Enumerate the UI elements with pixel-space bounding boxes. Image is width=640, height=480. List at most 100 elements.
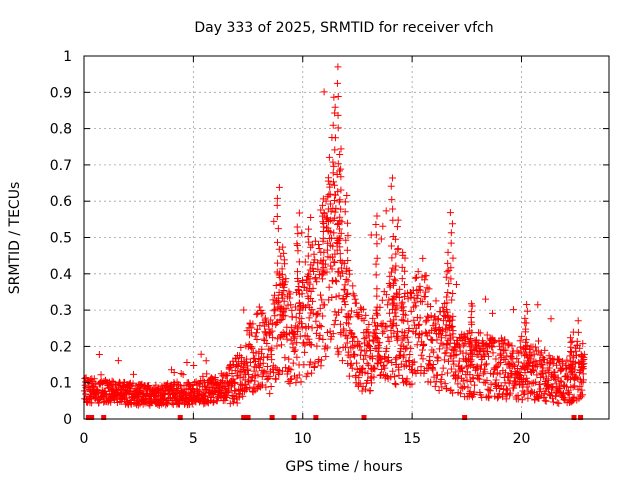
peak-point — [323, 246, 331, 254]
data-point — [504, 339, 512, 347]
data-point — [281, 354, 289, 362]
data-point — [323, 344, 331, 352]
data-point — [97, 371, 105, 379]
data-point — [345, 372, 353, 380]
y-tick-label: 0.8 — [50, 122, 72, 138]
data-point — [258, 345, 266, 353]
data-point — [462, 349, 470, 357]
data-point — [514, 395, 522, 403]
data-points — [80, 63, 588, 420]
data-point — [426, 353, 434, 361]
data-point — [292, 313, 300, 321]
data-point — [418, 298, 426, 306]
peak-point — [341, 208, 349, 216]
data-point — [347, 361, 355, 369]
data-point — [328, 265, 336, 273]
data-point — [356, 343, 364, 351]
data-point — [296, 332, 304, 340]
data-point — [440, 356, 448, 364]
peak-point — [372, 221, 380, 229]
data-point — [382, 207, 390, 215]
data-point — [337, 264, 345, 272]
data-point — [556, 358, 564, 366]
data-point — [329, 178, 337, 186]
data-point — [328, 234, 336, 242]
baseline-marker — [89, 415, 95, 420]
data-point — [268, 344, 276, 352]
peak-point — [280, 256, 288, 264]
data-point — [505, 341, 513, 349]
data-point — [470, 381, 478, 389]
peak-point — [319, 201, 327, 209]
data-point — [275, 367, 283, 375]
data-point — [556, 377, 564, 385]
data-point — [502, 369, 510, 377]
peak-point — [444, 259, 452, 267]
data-point — [319, 312, 327, 320]
peak-point — [399, 303, 407, 311]
data-point — [407, 366, 415, 374]
data-point — [278, 341, 286, 349]
peak-point — [448, 220, 456, 228]
data-point — [231, 378, 239, 386]
peak-point — [444, 311, 452, 319]
data-point — [308, 369, 316, 377]
data-point — [459, 377, 467, 385]
data-point — [491, 337, 499, 345]
data-point — [475, 375, 483, 383]
data-point — [368, 355, 376, 363]
data-point — [271, 312, 279, 320]
peak-point — [566, 334, 574, 342]
data-point — [307, 341, 315, 349]
peak-point — [280, 249, 288, 257]
y-tick-label: 0.5 — [50, 231, 72, 247]
peak-point — [280, 287, 288, 295]
data-point — [248, 344, 256, 352]
data-point — [523, 341, 531, 349]
data-point — [272, 375, 280, 383]
data-point — [556, 385, 564, 393]
data-point — [366, 342, 374, 350]
data-point — [370, 329, 378, 337]
data-point — [330, 321, 338, 329]
data-point — [282, 364, 290, 372]
data-point — [312, 274, 320, 282]
peak-point — [337, 186, 345, 194]
data-point — [238, 354, 246, 362]
data-point — [332, 293, 340, 301]
data-point — [190, 361, 198, 369]
data-point — [481, 361, 489, 369]
data-point — [333, 344, 341, 352]
peak-point — [521, 314, 529, 322]
data-point — [458, 367, 466, 375]
data-point — [518, 381, 526, 389]
data-point — [433, 336, 441, 344]
data-point — [314, 265, 322, 273]
data-point — [541, 346, 549, 354]
data-point — [414, 268, 422, 276]
data-point — [330, 162, 338, 170]
data-point — [322, 353, 330, 361]
data-point — [388, 358, 396, 366]
data-point — [377, 235, 385, 243]
data-point — [359, 305, 367, 313]
data-point — [516, 371, 524, 379]
data-point — [381, 364, 389, 372]
peak-point — [333, 170, 341, 178]
data-point — [425, 360, 433, 368]
peak-point — [344, 289, 352, 297]
data-point — [251, 377, 259, 385]
data-point — [228, 370, 236, 378]
peak-point — [324, 227, 332, 235]
data-point — [569, 383, 577, 391]
data-point — [225, 387, 233, 395]
data-point — [335, 348, 343, 356]
data-point — [358, 365, 366, 373]
data-point — [252, 329, 260, 337]
data-point — [264, 353, 272, 361]
peak-point — [306, 275, 314, 283]
data-point — [252, 358, 260, 366]
baseline-marker — [578, 415, 584, 420]
peak-point — [374, 311, 382, 319]
peak-point — [373, 292, 381, 300]
